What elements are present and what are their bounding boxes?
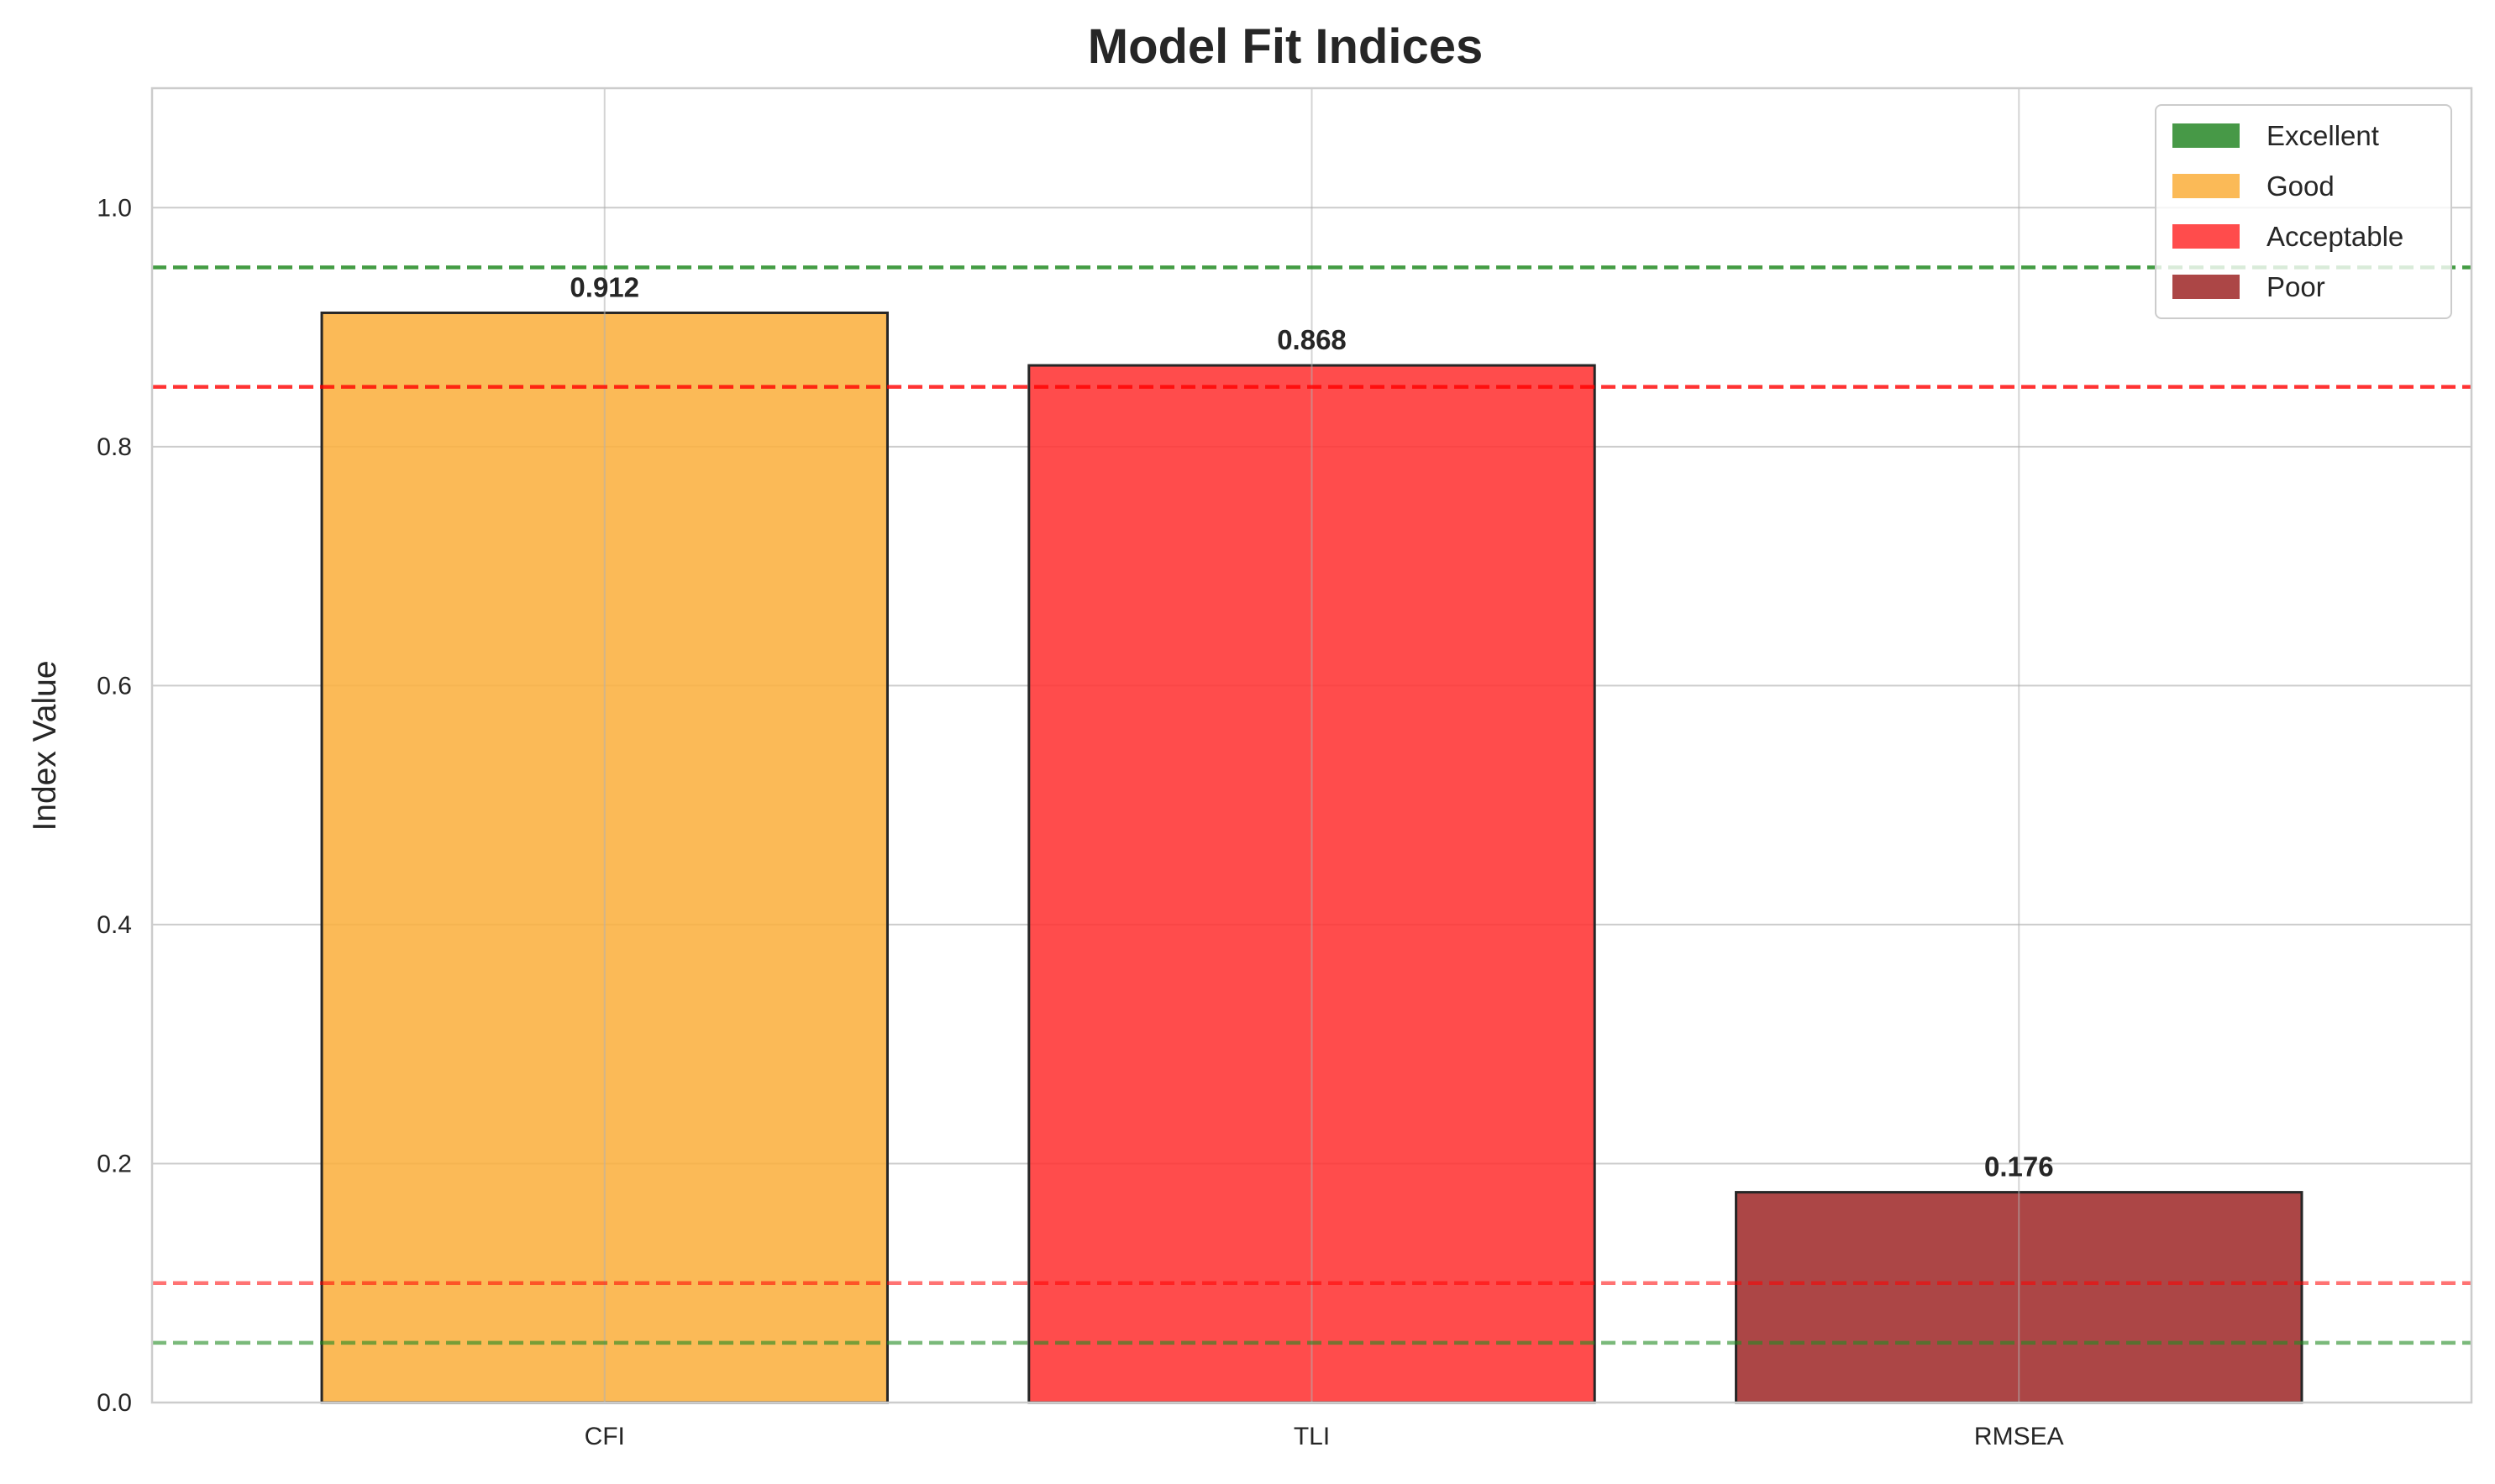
legend-swatch <box>2172 275 2240 299</box>
legend-label: Acceptable <box>2267 221 2403 252</box>
legend-label: Good <box>2267 170 2335 202</box>
x-tick-label: TLI <box>1294 1423 1330 1450</box>
y-tick-label: 0.0 <box>97 1389 132 1417</box>
y-tick-label: 0.6 <box>97 672 132 700</box>
legend-swatch <box>2172 174 2240 198</box>
value-label-cfi: 0.912 <box>570 271 639 302</box>
value-label-tli: 0.868 <box>1277 324 1347 355</box>
axes-frame <box>150 87 2473 1404</box>
legend-swatch <box>2172 224 2240 249</box>
legend-label: Poor <box>2267 271 2325 302</box>
legend-label: Excellent <box>2267 120 2379 151</box>
value-label-rmsea: 0.176 <box>1984 1151 2054 1182</box>
legend-box <box>2155 104 2452 319</box>
y-tick-label: 1.0 <box>97 194 132 222</box>
x-tick-label: RMSEA <box>1974 1423 2064 1450</box>
chart-title: Model Fit Indices <box>1088 19 1484 74</box>
y-tick-label: 0.4 <box>97 911 132 939</box>
legend-swatch <box>2172 123 2240 148</box>
plot-area: 0.0 0.2 0.4 0.6 0.8 1.0 0.912 0.868 0.176 CFI TLI R… <box>97 87 2473 1450</box>
y-tick-label: 0.8 <box>97 433 132 461</box>
y-tick-label: 0.2 <box>97 1150 132 1177</box>
y-axis-label: Index Value <box>27 660 63 831</box>
x-tick-label: CFI <box>585 1423 625 1450</box>
legend: Excellent Good Acceptable Poor <box>2155 104 2452 319</box>
